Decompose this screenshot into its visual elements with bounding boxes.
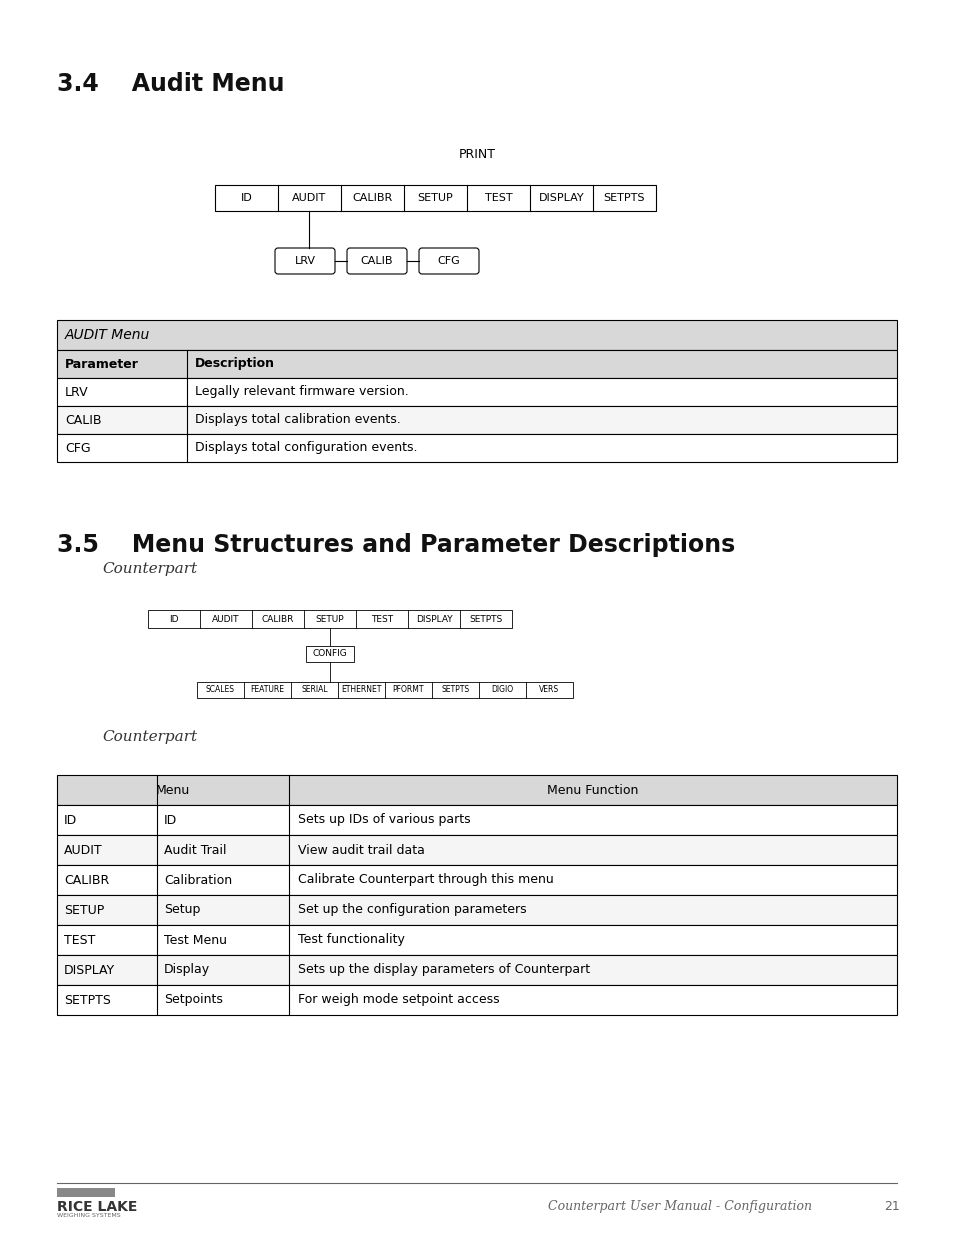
- Bar: [57, 320, 896, 350]
- Text: Calibrate Counterpart through this menu: Calibrate Counterpart through this menu: [297, 873, 553, 887]
- Text: DIGIO: DIGIO: [491, 685, 513, 694]
- Text: SETUP: SETUP: [417, 193, 453, 203]
- Text: Display: Display: [164, 963, 210, 977]
- Text: TEST: TEST: [64, 934, 95, 946]
- Bar: [57, 895, 896, 925]
- Text: SETUP: SETUP: [315, 615, 344, 624]
- Bar: [57, 378, 896, 406]
- Text: Audit Trail: Audit Trail: [164, 844, 226, 857]
- Bar: [57, 864, 896, 895]
- Text: TEST: TEST: [484, 193, 512, 203]
- Text: Setup: Setup: [164, 904, 200, 916]
- Bar: [57, 776, 896, 805]
- Text: FEATURE: FEATURE: [251, 685, 284, 694]
- Bar: [57, 406, 896, 433]
- Bar: [57, 805, 896, 835]
- Text: Test Menu: Test Menu: [164, 934, 227, 946]
- Text: Sets up IDs of various parts: Sets up IDs of various parts: [297, 814, 470, 826]
- Bar: [57, 835, 896, 864]
- Text: View audit trail data: View audit trail data: [297, 844, 424, 857]
- FancyBboxPatch shape: [418, 248, 478, 274]
- Text: 21: 21: [883, 1200, 899, 1213]
- Text: DISPLAY: DISPLAY: [64, 963, 115, 977]
- Text: PRINT: PRINT: [458, 148, 495, 161]
- Text: Menu: Menu: [155, 783, 190, 797]
- Text: Calibration: Calibration: [164, 873, 232, 887]
- Text: SETUP: SETUP: [64, 904, 104, 916]
- Bar: [57, 1188, 115, 1197]
- Text: CFG: CFG: [65, 441, 91, 454]
- Text: Counterpart: Counterpart: [102, 562, 197, 576]
- Bar: [214, 185, 656, 211]
- FancyBboxPatch shape: [347, 248, 407, 274]
- Text: Displays total configuration events.: Displays total configuration events.: [194, 441, 417, 454]
- Text: SETPTS: SETPTS: [64, 993, 111, 1007]
- Text: WEIGHING SYSTEMS: WEIGHING SYSTEMS: [57, 1213, 120, 1218]
- FancyBboxPatch shape: [274, 248, 335, 274]
- Text: ETHERNET: ETHERNET: [341, 685, 381, 694]
- Text: SETPTS: SETPTS: [441, 685, 469, 694]
- Bar: [57, 986, 896, 1015]
- Text: AUDIT Menu: AUDIT Menu: [65, 329, 150, 342]
- Text: CALIBR: CALIBR: [64, 873, 110, 887]
- Text: Counterpart User Manual - Configuration: Counterpart User Manual - Configuration: [547, 1200, 811, 1213]
- Text: TEST: TEST: [371, 615, 393, 624]
- Text: 3.5    Menu Structures and Parameter Descriptions: 3.5 Menu Structures and Parameter Descri…: [57, 534, 735, 557]
- Text: AUDIT: AUDIT: [64, 844, 103, 857]
- Text: ID: ID: [240, 193, 253, 203]
- Bar: [57, 350, 896, 378]
- Text: DISPLAY: DISPLAY: [416, 615, 452, 624]
- Text: LRV: LRV: [294, 256, 315, 266]
- Text: Test functionality: Test functionality: [297, 934, 404, 946]
- Text: PFORMT: PFORMT: [393, 685, 424, 694]
- Text: AUDIT: AUDIT: [212, 615, 239, 624]
- Text: Displays total calibration events.: Displays total calibration events.: [194, 414, 400, 426]
- Text: AUDIT: AUDIT: [292, 193, 326, 203]
- Text: ID: ID: [64, 814, 77, 826]
- Text: CFG: CFG: [437, 256, 460, 266]
- Text: DISPLAY: DISPLAY: [538, 193, 583, 203]
- Text: Parameter: Parameter: [65, 357, 139, 370]
- Text: Sets up the display parameters of Counterpart: Sets up the display parameters of Counte…: [297, 963, 590, 977]
- Bar: [196, 682, 573, 698]
- Text: Legally relevant firmware version.: Legally relevant firmware version.: [194, 385, 408, 399]
- Text: VERS: VERS: [538, 685, 559, 694]
- Text: RICE LAKE: RICE LAKE: [57, 1200, 137, 1214]
- Text: For weigh mode setpoint access: For weigh mode setpoint access: [297, 993, 499, 1007]
- Text: ID: ID: [169, 615, 178, 624]
- Bar: [57, 955, 896, 986]
- Text: CALIBR: CALIBR: [261, 615, 294, 624]
- Text: Menu Function: Menu Function: [547, 783, 638, 797]
- Text: ID: ID: [164, 814, 177, 826]
- Text: CALIBR: CALIBR: [352, 193, 393, 203]
- Text: LRV: LRV: [65, 385, 89, 399]
- Text: CONFIG: CONFIG: [313, 650, 347, 658]
- Bar: [306, 646, 354, 662]
- Text: Setpoints: Setpoints: [164, 993, 223, 1007]
- Text: Counterpart: Counterpart: [102, 730, 197, 743]
- Text: 3.4    Audit Menu: 3.4 Audit Menu: [57, 72, 284, 96]
- Text: Set up the configuration parameters: Set up the configuration parameters: [297, 904, 526, 916]
- Text: CALIB: CALIB: [65, 414, 101, 426]
- Bar: [57, 433, 896, 462]
- Bar: [57, 925, 896, 955]
- Text: SERIAL: SERIAL: [301, 685, 328, 694]
- Text: SCALES: SCALES: [206, 685, 234, 694]
- Text: CALIB: CALIB: [360, 256, 393, 266]
- Text: Description: Description: [194, 357, 274, 370]
- Bar: [148, 610, 512, 629]
- Text: SETPTS: SETPTS: [603, 193, 644, 203]
- Text: SETPTS: SETPTS: [469, 615, 502, 624]
